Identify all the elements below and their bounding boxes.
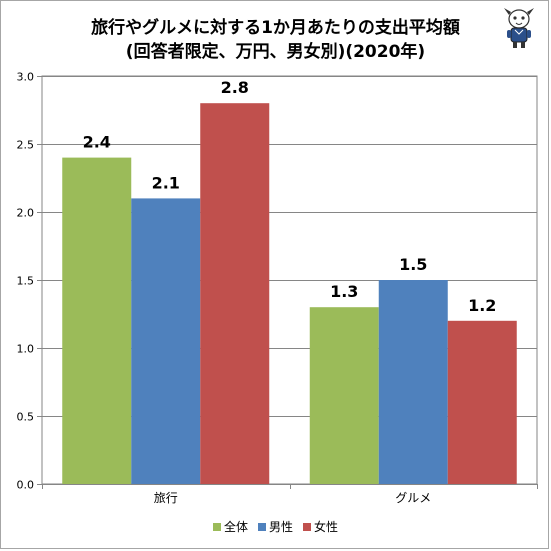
y-tick-label: 0.0 (17, 479, 35, 492)
x-category-label: 旅行 (154, 491, 178, 505)
legend-label: 全体 (223, 520, 248, 534)
legend-swatch (212, 522, 221, 531)
bar-female-1 (447, 320, 517, 484)
legend-swatch (303, 522, 311, 531)
chart-legend: 全体 男性 女性 (0, 518, 551, 535)
bar-male-0 (131, 198, 201, 484)
legend-item: 全体 (212, 518, 248, 535)
bar-all-0 (62, 157, 132, 484)
y-tick-label: 2.5 (17, 139, 35, 152)
chart-title-line2: (回答者限定、万円、男女別)(2020年) (125, 42, 426, 62)
y-tick-label: 0.5 (17, 411, 35, 424)
legend-label: 男性 (268, 520, 293, 534)
cartoon-character-logo-icon (504, 8, 534, 48)
data-label: 1.3 (330, 282, 358, 301)
chart-title-line1: 旅行やグルメに対する1か月あたりの支出平均額 (91, 18, 460, 38)
bar-female-0 (200, 103, 270, 484)
data-label: 2.4 (83, 133, 111, 152)
y-tick-label: 1.5 (17, 275, 35, 288)
data-label: 2.8 (221, 78, 249, 97)
y-tick-label: 2.0 (17, 207, 35, 220)
y-tick-label: 3.0 (17, 71, 35, 84)
legend-item: 女性 (303, 518, 338, 535)
legend-item: 男性 (257, 518, 293, 535)
data-label: 1.5 (399, 255, 427, 274)
y-tick-label: 1.0 (17, 343, 35, 356)
data-label: 2.1 (152, 173, 180, 192)
legend-label: 女性 (314, 520, 339, 534)
bar-all-1 (309, 307, 379, 484)
bar-male-1 (378, 280, 448, 484)
data-label: 1.2 (468, 296, 496, 315)
legend-swatch (257, 522, 266, 531)
x-category-label: グルメ (395, 491, 431, 505)
